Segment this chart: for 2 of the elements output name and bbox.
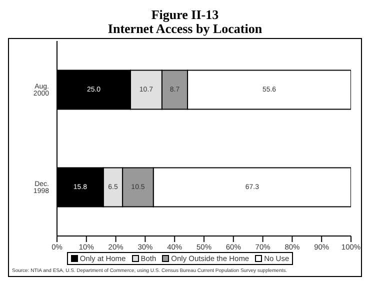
chart-title: Figure II-13 <box>150 7 220 22</box>
chart-subtitle: Internet Access by Location <box>106 21 264 36</box>
